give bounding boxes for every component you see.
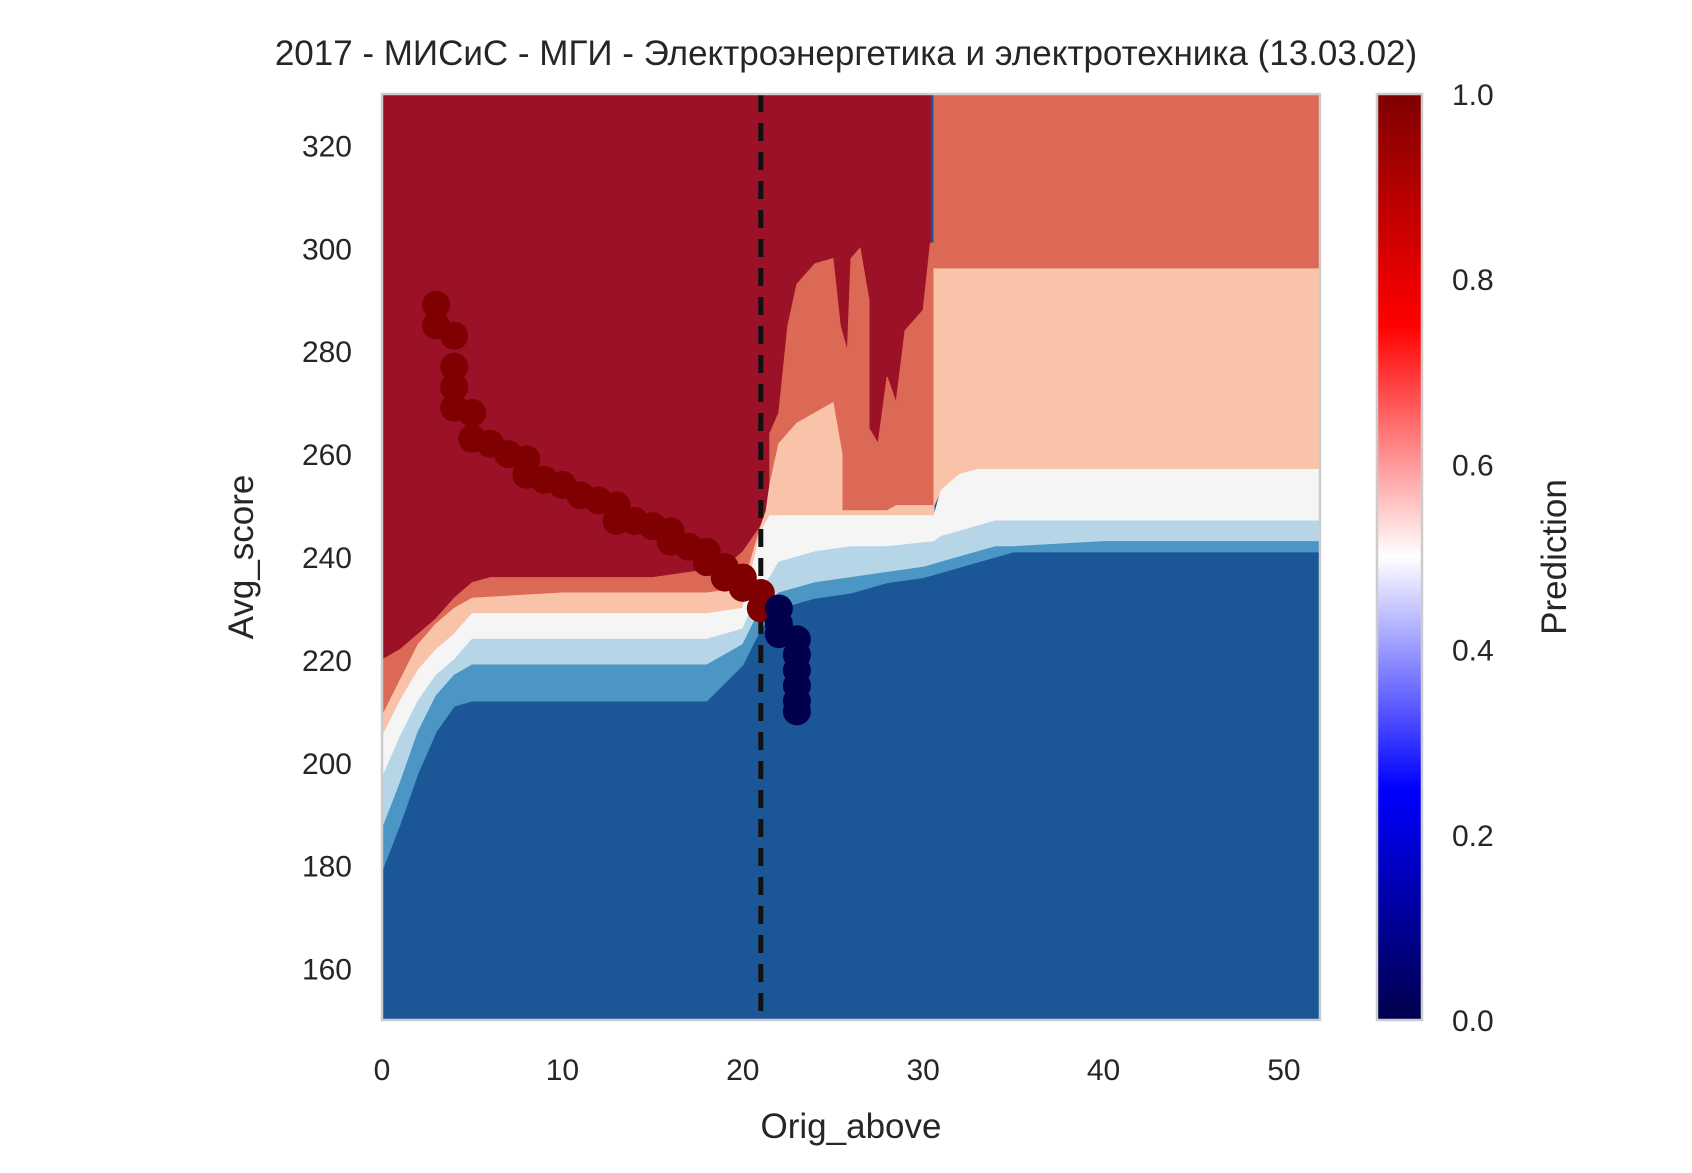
colorbar-ticks: 0.0 0.2 0.4 0.6 0.8 1.0 (1452, 79, 1494, 1038)
trajectory-point (458, 398, 487, 427)
chart-title: 2017 - МИСиС - МГИ - Электроэнергетика и… (275, 34, 1417, 73)
y-tick-label: 280 (302, 336, 352, 369)
colorbar-border (1375, 92, 1424, 1022)
x-tick-label: 0 (374, 1054, 391, 1087)
trajectory-point (440, 373, 469, 402)
trajectory-point (422, 290, 451, 319)
trajectory-point (782, 697, 811, 726)
x-tick-label: 30 (906, 1054, 939, 1087)
colorbar-label: Prediction (1535, 479, 1574, 635)
y-tick-label: 300 (302, 233, 352, 266)
x-axis-label: Orig_above (761, 1107, 942, 1146)
trajectory-point (440, 321, 469, 350)
y-axis-ticks: 160 180 200 220 240 260 280 300 320 (302, 130, 352, 986)
y-tick-label: 320 (302, 130, 352, 163)
x-tick-label: 10 (546, 1054, 579, 1087)
y-tick-label: 260 (302, 439, 352, 472)
colorbar-tick-label: 0.8 (1452, 264, 1494, 297)
colorbar: 0.0 0.2 0.4 0.6 0.8 1.0 Prediction (1375, 79, 1574, 1038)
y-tick-label: 180 (302, 851, 352, 884)
x-axis-ticks: 0 10 20 30 40 50 (374, 1054, 1301, 1087)
x-tick-label: 50 (1267, 1054, 1300, 1087)
x-tick-label: 40 (1087, 1054, 1120, 1087)
colorbar-gradient (1377, 94, 1422, 1020)
region-p1-6 (382, 541, 1320, 871)
trajectory-point (440, 352, 469, 381)
colorbar-tick-label: 0.2 (1452, 820, 1494, 853)
y-tick-label: 200 (302, 748, 352, 781)
trajectory-points (422, 290, 811, 726)
plot-border (380, 92, 1322, 1022)
y-tick-label: 220 (302, 645, 352, 678)
y-tick-label: 240 (302, 542, 352, 575)
x-tick-label: 20 (726, 1054, 759, 1087)
y-tick-label: 160 (302, 954, 352, 987)
colorbar-tick-label: 0.4 (1452, 635, 1494, 668)
colorbar-tick-label: 0.6 (1452, 449, 1494, 482)
prediction-regions (382, 94, 1320, 871)
y-axis-label: Avg_score (222, 475, 261, 640)
plot-area (380, 92, 1322, 1022)
colorbar-tick-label: 0.0 (1452, 1005, 1494, 1038)
colorbar-tick-label: 1.0 (1452, 79, 1494, 112)
